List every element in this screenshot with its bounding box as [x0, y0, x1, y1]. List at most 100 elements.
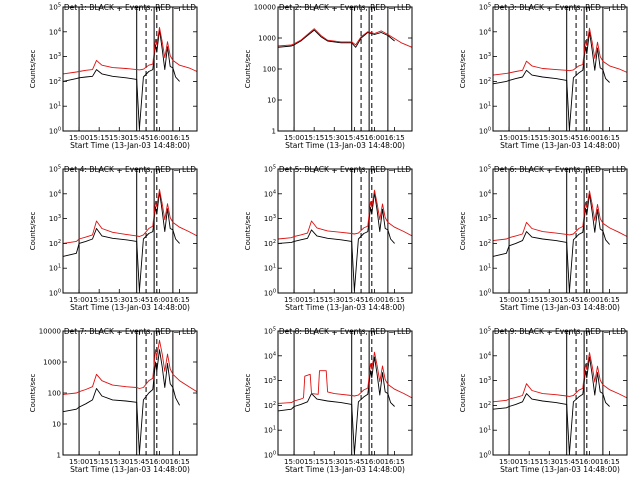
x-tick-label: 15:00	[69, 134, 89, 142]
x-tick-label: 16:00	[579, 296, 599, 304]
x-tick-label: 16:00	[149, 296, 169, 304]
x-tick-label: 15:15	[304, 296, 324, 304]
y-axis-label: Counts/sec	[29, 374, 37, 413]
x-tick-label: 16:00	[579, 134, 599, 142]
y-axis-label: Counts/sec	[459, 212, 467, 251]
x-tick-label: 15:30	[324, 458, 344, 466]
x-tick-label: 15:15	[89, 134, 109, 142]
x-tick-label: 15:30	[539, 296, 559, 304]
x-tick-label: 15:00	[499, 296, 519, 304]
x-tick-label: 15:30	[539, 134, 559, 142]
x-tick-label: 16:00	[149, 458, 169, 466]
x-axis-label: Start Time (13-Jan-03 14:48:00)	[500, 141, 620, 150]
y-tick-label: 100	[264, 289, 276, 298]
panel-title: Det 4: BLACK = Events, RED = LLD	[64, 165, 196, 174]
x-tick-label: 16:15	[599, 296, 619, 304]
y-axis-label: Counts/sec	[29, 50, 37, 89]
x-tick-label: 15:45	[559, 134, 579, 142]
x-tick-label: 15:15	[304, 134, 324, 142]
y-tick-label: 10000	[39, 328, 61, 336]
x-tick-label: 15:45	[559, 296, 579, 304]
y-tick-label: 103	[479, 376, 491, 385]
panel-title: Det 6: BLACK = Events, RED = LLD	[494, 165, 626, 174]
plot-frame	[62, 168, 198, 294]
series-line-black	[277, 29, 395, 48]
x-tick-label: 16:00	[149, 134, 169, 142]
y-tick-label: 100	[263, 66, 276, 74]
x-tick-label: 15:45	[344, 296, 364, 304]
plot-frame	[62, 330, 198, 456]
y-tick-label: 103	[264, 214, 276, 223]
y-tick-label: 101	[479, 264, 491, 273]
y-axis-label: Counts/sec	[244, 374, 252, 413]
x-tick-label: 15:45	[129, 458, 149, 466]
series-line-black	[277, 356, 395, 455]
x-axis-label: Start Time (13-Jan-03 14:48:00)	[70, 303, 190, 312]
panel-title: Det 9: BLACK = Events, RED = LLD	[494, 327, 626, 336]
y-tick-label: 102	[264, 239, 276, 248]
y-tick-label: 105	[479, 327, 491, 336]
y-tick-label: 101	[479, 426, 491, 435]
y-tick-label: 1000	[258, 35, 276, 43]
plot-frame	[277, 168, 413, 294]
panel-title: Det 3: BLACK = Events, RED = LLD	[494, 3, 626, 12]
x-tick-label: 15:45	[129, 134, 149, 142]
plot-frame	[277, 6, 413, 132]
x-tick-label: 16:15	[169, 296, 189, 304]
x-axis-label: Start Time (13-Jan-03 14:48:00)	[70, 141, 190, 150]
x-tick-label: 16:00	[579, 458, 599, 466]
x-axis-label: Start Time (13-Jan-03 14:48:00)	[70, 465, 190, 474]
x-tick-label: 16:15	[384, 296, 404, 304]
x-tick-label: 16:15	[169, 134, 189, 142]
plot-frame	[492, 168, 628, 294]
x-tick-label: 16:15	[384, 458, 404, 466]
y-axis-label: Counts/sec	[244, 50, 252, 89]
x-axis-label: Start Time (13-Jan-03 14:48:00)	[285, 303, 405, 312]
y-tick-label: 105	[49, 165, 61, 174]
x-tick-label: 15:15	[519, 134, 539, 142]
x-tick-label: 15:15	[304, 458, 324, 466]
plot-frame	[62, 6, 198, 132]
y-tick-label: 101	[49, 102, 61, 111]
x-tick-label: 15:30	[539, 458, 559, 466]
y-tick-label: 102	[49, 77, 61, 86]
y-tick-label: 10	[52, 421, 61, 429]
x-tick-label: 16:00	[364, 296, 384, 304]
x-tick-label: 16:00	[364, 458, 384, 466]
x-tick-label: 16:15	[384, 134, 404, 142]
x-tick-label: 15:15	[519, 458, 539, 466]
y-tick-label: 103	[264, 376, 276, 385]
y-tick-label: 103	[49, 214, 61, 223]
series-line-red	[277, 28, 413, 48]
x-tick-label: 16:15	[599, 458, 619, 466]
y-tick-label: 101	[264, 426, 276, 435]
plot-frame	[277, 330, 413, 456]
y-tick-label: 1	[272, 128, 276, 136]
y-tick-label: 100	[264, 451, 276, 460]
x-tick-label: 16:15	[599, 134, 619, 142]
x-tick-label: 15:00	[284, 296, 304, 304]
x-tick-label: 15:00	[499, 458, 519, 466]
y-tick-label: 103	[479, 214, 491, 223]
y-tick-label: 105	[479, 3, 491, 12]
x-axis-label: Start Time (13-Jan-03 14:48:00)	[285, 141, 405, 150]
x-tick-label: 16:15	[169, 458, 189, 466]
x-axis-label: Start Time (13-Jan-03 14:48:00)	[500, 303, 620, 312]
y-tick-label: 102	[479, 239, 491, 248]
x-tick-label: 15:30	[109, 458, 129, 466]
y-tick-label: 100	[49, 289, 61, 298]
panel-title: Det 1: BLACK = Events, RED = LLD	[64, 3, 196, 12]
x-tick-label: 15:00	[69, 296, 89, 304]
y-tick-label: 102	[49, 239, 61, 248]
series-line-black	[492, 356, 610, 455]
y-tick-label: 105	[264, 327, 276, 336]
series-line-red	[492, 27, 628, 76]
panel: 1 10 100 1000 10000 15:00 15:15 15:30 15:45 16:00…	[244, 3, 413, 150]
